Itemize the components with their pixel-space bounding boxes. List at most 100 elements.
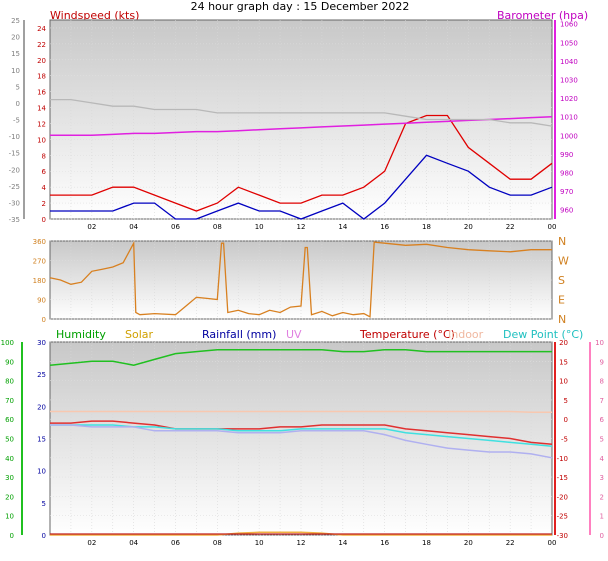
left-outer-tick-label: 5 xyxy=(16,83,20,91)
temp-tick-label: 20 xyxy=(559,339,568,347)
x-tick-label: 20 xyxy=(464,223,473,231)
x-tick-label: 18 xyxy=(422,539,431,547)
humidity-label: Humidity xyxy=(56,328,106,341)
right-tick-label: 1040 xyxy=(560,58,578,66)
dewpoint-label: Dew Point (°C) xyxy=(503,328,583,341)
left-tick-label: 14 xyxy=(37,105,46,113)
uv-tick-label: 7 xyxy=(600,397,604,405)
left-tick-label: 18 xyxy=(37,73,46,81)
temp-tick-label: -5 xyxy=(561,436,568,444)
left-tick-label: 4 xyxy=(42,184,47,192)
x-tick-label: 14 xyxy=(338,539,347,547)
uv-tick-label: 0 xyxy=(600,532,604,540)
x-tick-label: 20 xyxy=(464,539,473,547)
left-outer-tick-label: 0 xyxy=(16,100,20,108)
x-tick-label: 06 xyxy=(171,539,180,547)
direction-compass-label: N xyxy=(558,313,566,326)
right-tick-label: 1060 xyxy=(560,21,578,29)
x-tick-label: 02 xyxy=(87,223,96,231)
temp-tick-label: -20 xyxy=(557,493,568,501)
x-tick-label: 04 xyxy=(129,223,138,231)
temp-series-line-1 xyxy=(49,348,552,366)
right-tick-label: 1020 xyxy=(560,95,578,103)
rain-tick-label: 10 xyxy=(37,468,46,476)
uv-tick-label: 1 xyxy=(600,513,604,521)
x-tick-label: 16 xyxy=(380,223,389,231)
direction-tick-label: 90 xyxy=(37,297,46,305)
rain-tick-label: 30 xyxy=(37,339,46,347)
humidity-tick-label: 50 xyxy=(5,436,14,444)
left-tick-label: 6 xyxy=(42,168,47,176)
left-outer-tick-label: 20 xyxy=(11,34,20,42)
indoor-label: Indoor xyxy=(448,328,484,341)
direction-tick-label: 0 xyxy=(42,316,46,324)
x-tick-label: 18 xyxy=(422,223,431,231)
left-tick-label: 24 xyxy=(37,25,46,33)
direction-tick-label: 270 xyxy=(33,258,46,266)
temp-series-line-4 xyxy=(50,424,553,459)
humidity-tick-label: 0 xyxy=(10,532,14,540)
uv-tick-label: 6 xyxy=(600,416,605,424)
x-tick-label: 10 xyxy=(255,539,264,547)
x-tick-label: 06 xyxy=(171,223,180,231)
left-tick-label: 20 xyxy=(37,57,46,65)
uv-tick-label: 2 xyxy=(600,493,604,501)
temp-tick-label: -25 xyxy=(557,513,568,521)
temp-series-line-5 xyxy=(50,410,552,414)
x-tick-label: 08 xyxy=(213,223,222,231)
right-tick-label: 1000 xyxy=(560,132,578,140)
uv-tick-label: 10 xyxy=(595,339,604,347)
temp-tick-label: 15 xyxy=(559,358,568,366)
x-tick-label: 10 xyxy=(255,223,264,231)
direction-compass-label: S xyxy=(558,274,565,287)
left-tick-label: 2 xyxy=(42,200,46,208)
right-tick-label: 980 xyxy=(560,170,573,178)
right-tick-label: 1050 xyxy=(560,39,578,47)
right-tick-label: 1010 xyxy=(560,114,578,122)
temperature-label: Temperature (°C) xyxy=(359,328,455,341)
x-tick-label: 22 xyxy=(506,539,515,547)
right-tick-label: 970 xyxy=(560,188,573,196)
humidity-tick-label: 90 xyxy=(5,358,14,366)
x-tick-label: 14 xyxy=(338,223,347,231)
rain-tick-label: 15 xyxy=(37,436,46,444)
right-tick-label: 1030 xyxy=(560,77,578,85)
temp-tick-label: -15 xyxy=(557,474,568,482)
x-tick-label: 12 xyxy=(297,539,306,547)
left-outer-tick-label: -20 xyxy=(9,166,20,174)
left-outer-tick-label: -30 xyxy=(9,199,20,207)
x-tick-label: 12 xyxy=(297,223,306,231)
direction-tick-label: 360 xyxy=(33,238,46,246)
left-outer-tick-label: -10 xyxy=(9,133,20,141)
humidity-tick-label: 40 xyxy=(5,455,14,463)
left-tick-label: 0 xyxy=(42,216,46,224)
direction-compass-label: N xyxy=(558,235,566,248)
uv-tick-label: 4 xyxy=(600,455,605,463)
left-outer-tick-label: -15 xyxy=(9,150,20,158)
uv-tick-label: 3 xyxy=(600,474,604,482)
left-outer-tick-label: 25 xyxy=(11,17,20,25)
temp-tick-label: 10 xyxy=(559,378,568,386)
left-outer-tick-label: -5 xyxy=(13,117,20,125)
rain-tick-label: 0 xyxy=(42,532,46,540)
temp-tick-label: 5 xyxy=(564,397,568,405)
left-tick-label: 12 xyxy=(37,120,46,128)
barometer-axis-label: Barometer (hpa) xyxy=(497,9,588,22)
uv-label: UV xyxy=(286,328,302,341)
uv-tick-label: 8 xyxy=(600,378,604,386)
humidity-tick-label: 80 xyxy=(5,378,14,386)
solar-label: Solar xyxy=(125,328,154,341)
left-tick-label: 8 xyxy=(42,152,46,160)
humidity-tick-label: 70 xyxy=(5,397,14,405)
series-line-1 xyxy=(50,114,553,212)
left-outer-tick-label: -25 xyxy=(9,183,20,191)
series-line-4 xyxy=(50,98,553,127)
x-tick-label: 04 xyxy=(129,539,138,547)
uv-tick-label: 5 xyxy=(600,436,604,444)
temp-series-line-6 xyxy=(50,531,552,536)
left-tick-label: 16 xyxy=(37,89,46,97)
series-line-2 xyxy=(50,154,553,220)
right-tick-label: 990 xyxy=(560,151,573,159)
